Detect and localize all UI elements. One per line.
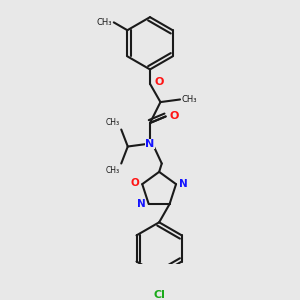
Text: Cl: Cl xyxy=(153,290,165,300)
Text: N: N xyxy=(146,139,154,149)
Text: N: N xyxy=(179,179,188,189)
Text: O: O xyxy=(155,77,164,88)
Text: CH₃: CH₃ xyxy=(97,18,112,27)
Text: CH₃: CH₃ xyxy=(106,118,120,127)
Text: O: O xyxy=(169,112,179,122)
Text: O: O xyxy=(130,178,139,188)
Text: CH₃: CH₃ xyxy=(182,95,197,104)
Text: N: N xyxy=(137,199,146,209)
Text: CH₃: CH₃ xyxy=(106,166,120,175)
